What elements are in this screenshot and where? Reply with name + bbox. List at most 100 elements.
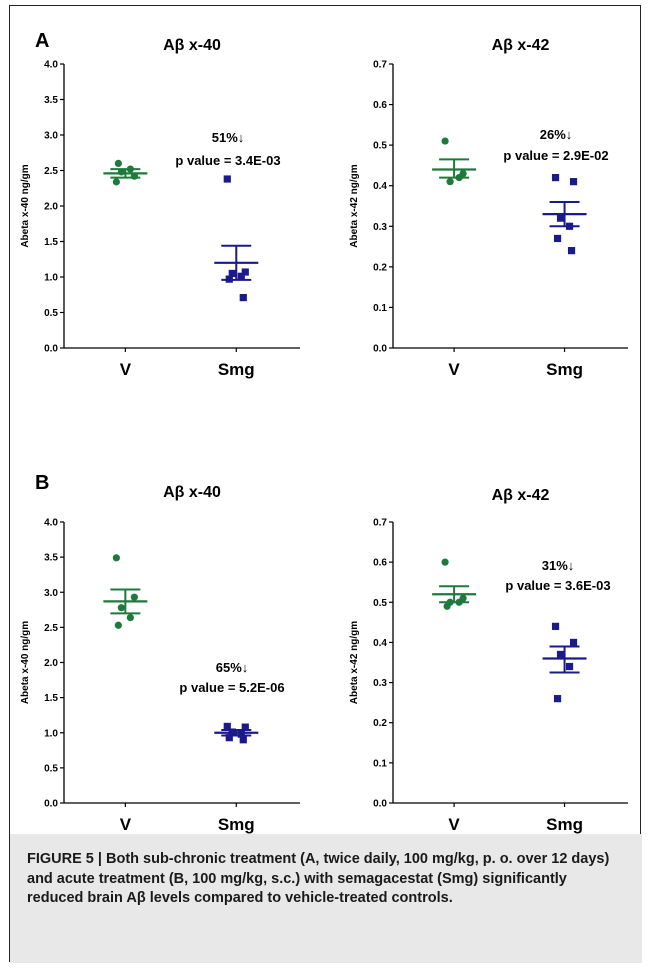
data-point (112, 178, 120, 186)
y-axis-label: Abeta x-40 ng/gm (20, 621, 31, 704)
data-point (565, 222, 574, 230)
y-axis-label: Abeta x-42 ng/gm (349, 164, 360, 247)
p-value-label: p value = 2.9E-02 (503, 148, 608, 163)
y-tick-label: 0.0 (373, 344, 387, 355)
data-point (239, 736, 247, 744)
y-tick-label: 1.5 (44, 693, 58, 704)
data-point (455, 598, 463, 606)
x-tick-label: Smg (218, 360, 255, 379)
data-point (441, 137, 449, 145)
x-tick-label: Smg (218, 815, 255, 834)
y-tick-label: 0.1 (373, 758, 387, 769)
y-tick-label: 0.4 (373, 181, 387, 192)
p-value-label: p value = 5.2E-06 (179, 680, 284, 695)
y-tick-label: 3.0 (44, 131, 58, 142)
y-tick-label: 3.5 (44, 553, 58, 564)
data-point (130, 593, 138, 601)
y-tick-label: 4.0 (44, 60, 58, 71)
y-tick-label: 0.6 (373, 100, 387, 111)
chart-b-40: Aβ x-40 Abeta x-40 ng/gm 0.0 0.5 1.0 1.5 2.0 2.… (20, 484, 300, 834)
data-point (228, 728, 236, 736)
x-tick-label: V (448, 815, 460, 834)
reduction-percent: 51%↓ (212, 130, 245, 145)
y-tick-label: 0.7 (373, 60, 387, 71)
x-tick-label: V (120, 360, 132, 379)
data-point (237, 272, 245, 280)
y-tick-label: 4.0 (44, 518, 58, 529)
reduction-percent: 26%↓ (540, 127, 573, 142)
y-tick-label: 0.1 (373, 303, 387, 314)
data-point (225, 275, 233, 283)
chart-title: Aβ x-42 (492, 37, 550, 54)
y-tick-label: 1.0 (44, 273, 58, 284)
data-point (551, 622, 560, 630)
y-tick-label: 0.3 (373, 678, 387, 689)
reduction-percent: 65%↓ (216, 660, 249, 675)
data-point (126, 613, 134, 622)
data-point (455, 174, 463, 182)
data-point (551, 174, 560, 182)
chart-title: Aβ x-42 (492, 487, 550, 504)
data-point (565, 662, 574, 671)
y-tick-label: 0.5 (44, 763, 58, 774)
data-point (130, 172, 138, 180)
data-point (112, 554, 120, 562)
caption-background (10, 834, 642, 963)
x-tick-label: V (448, 360, 460, 379)
y-tick-label: 0.0 (373, 799, 387, 810)
reduction-percent: 31%↓ (542, 558, 575, 573)
y-tick-label: 0.5 (373, 141, 387, 152)
data-point (569, 638, 578, 647)
y-tick-label: 0.0 (44, 344, 58, 355)
y-tick-label: 0.2 (373, 262, 387, 273)
data-point (239, 293, 247, 302)
figure-caption: FIGURE 5 | Both sub-chronic treatment (A… (27, 851, 610, 906)
y-tick-label: 1.5 (44, 237, 58, 248)
y-axis-label: Abeta x-42 ng/gm (349, 621, 360, 704)
y-tick-label: 0.7 (373, 518, 387, 529)
data-point (443, 602, 451, 610)
y-tick-label: 0.2 (373, 718, 387, 729)
chart-a-42: Aβ x-42 Abeta x-42 ng/gm 0.0 0.1 0.2 0.3 0.4 0.… (349, 37, 628, 379)
y-tick-label: 3.5 (44, 95, 58, 106)
data-point (241, 723, 249, 731)
y-axis-label: Abeta x-40 ng/gm (20, 164, 31, 247)
y-tick-label: 2.0 (44, 202, 58, 213)
data-point (446, 178, 454, 186)
chart-title: Aβ x-40 (163, 484, 221, 501)
data-point (117, 168, 125, 176)
panel-a-label: A (35, 30, 50, 52)
data-point (114, 159, 122, 167)
x-tick-label: Smg (546, 360, 583, 379)
data-point (553, 695, 562, 703)
data-point (241, 268, 249, 276)
y-tick-label: 2.5 (44, 623, 58, 634)
y-tick-label: 2.5 (44, 166, 58, 177)
data-point (228, 269, 236, 278)
data-point (223, 175, 231, 183)
y-tick-label: 0.0 (44, 799, 58, 810)
y-tick-label: 2.0 (44, 658, 58, 669)
data-point (114, 621, 122, 629)
y-tick-label: 0.4 (373, 638, 387, 649)
x-tick-label: Smg (546, 815, 583, 834)
y-tick-label: 0.5 (373, 598, 387, 609)
y-tick-label: 0.5 (44, 308, 58, 319)
data-point (569, 178, 578, 186)
y-tick-label: 3.0 (44, 588, 58, 599)
data-point (441, 558, 449, 566)
p-value-label: p value = 3.6E-03 (505, 578, 610, 593)
data-point (117, 604, 125, 612)
y-tick-label: 1.0 (44, 728, 58, 739)
y-tick-label: 0.3 (373, 222, 387, 233)
chart-b-42: Aβ x-42 Abeta x-42 ng/gm 0.0 0.1 0.2 0.3 0.4 0.… (349, 487, 628, 834)
data-point (553, 234, 562, 243)
data-point (237, 730, 245, 738)
x-tick-label: V (120, 815, 132, 834)
data-point (126, 165, 134, 173)
chart-a-40: Aβ x-40 Abeta x-40 ng/gm 0.0 0.5 1.0 1.5 2.0 2.… (20, 37, 300, 379)
data-point (556, 214, 565, 222)
panel-b-label: B (35, 472, 50, 494)
data-point (556, 650, 565, 659)
